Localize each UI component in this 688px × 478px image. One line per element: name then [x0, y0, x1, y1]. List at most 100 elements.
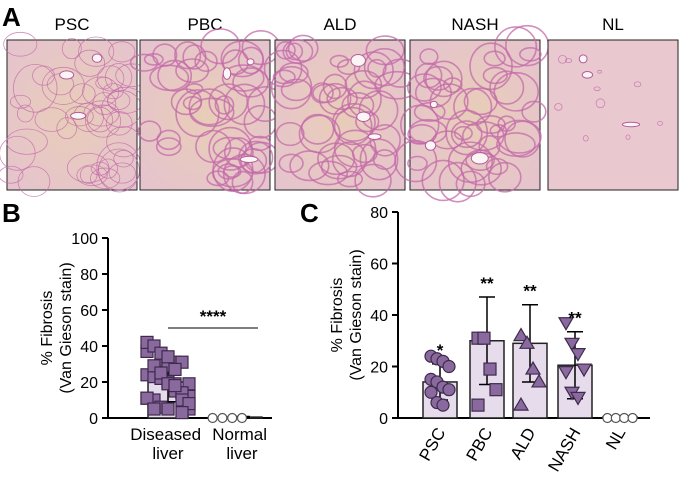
data-point [569, 348, 587, 362]
significance: ** [568, 309, 582, 328]
tissue-lobule [74, 49, 106, 77]
panel-label: A [2, 2, 21, 32]
tissue-lobule [322, 73, 348, 100]
y-tick-label: 20 [370, 360, 388, 377]
data-point [436, 398, 450, 412]
tissue-lobule [85, 104, 122, 138]
tissue-lobule [108, 41, 136, 63]
tissue-lobule [406, 73, 442, 102]
data-point [471, 398, 485, 412]
tissue-lobule [493, 71, 539, 112]
tissue-lobule [333, 106, 373, 146]
tissue-lobule [453, 87, 493, 126]
tissue-lobule [278, 153, 304, 174]
data-point [575, 363, 593, 378]
tissue-lobule [478, 134, 501, 158]
tissue-lobule [232, 67, 270, 98]
data-point [175, 406, 189, 420]
tissue-lobule [336, 58, 361, 75]
tissue-lobule [425, 60, 463, 98]
y-tick-label: 100 [71, 231, 98, 248]
tissue-lobule [129, 53, 159, 72]
tissue-lobule [194, 50, 218, 73]
tissue-lobule [597, 69, 603, 74]
tissue-lobule [157, 59, 193, 92]
data-point [627, 412, 638, 424]
y-tick-label: 80 [80, 267, 98, 284]
y-tick-label: 60 [80, 303, 98, 320]
y-tick-label: 60 [370, 257, 388, 274]
vessel [429, 100, 438, 109]
tissue-lobule [355, 110, 380, 133]
tissue-lobule [329, 54, 350, 68]
x-tick-label: ALD [506, 425, 539, 463]
tissue-lobule [353, 51, 394, 90]
tissue-lobule [625, 134, 631, 140]
tissue-lobule [108, 162, 136, 184]
data-point [477, 331, 491, 345]
tissue-lobule [450, 120, 483, 149]
tissue-lobule [170, 88, 203, 116]
tissue-lobule [155, 137, 182, 157]
tissue-lobule [113, 149, 134, 168]
tissue-lobule [593, 86, 601, 92]
tissue-lobule [432, 130, 463, 150]
vessel [424, 140, 437, 151]
y-tick-label: 40 [370, 308, 388, 325]
tissue-lobule [489, 70, 525, 105]
tissue-lobule [287, 34, 319, 62]
data-point [161, 350, 175, 364]
tissue-lobule [82, 76, 120, 107]
tissue-lobule [92, 92, 117, 116]
data-point [236, 412, 248, 424]
data-point [424, 385, 438, 399]
tissue-lobule [365, 35, 405, 66]
data-point [154, 366, 168, 380]
data-point [569, 391, 587, 406]
data-point [518, 335, 536, 349]
tissue-lobule [89, 167, 121, 189]
y-tick-label: 80 [370, 205, 388, 222]
tissue-lobule [102, 83, 124, 100]
tissue-lobule [223, 83, 266, 126]
tissue-lobule [13, 63, 58, 113]
tissue-lobule [175, 89, 220, 138]
tissue-lobule [354, 163, 392, 198]
tissue-lobule [217, 163, 240, 180]
data-point [140, 391, 154, 405]
y-axis-label: (Van Gieson stain) [58, 262, 75, 393]
tissue-lobule [554, 103, 563, 111]
tissue-lobule [331, 102, 376, 142]
tissue-lobule [521, 100, 547, 123]
tissue-lobule [429, 83, 469, 120]
significance: * [437, 341, 444, 360]
vessel [222, 67, 232, 80]
panel-label: C [300, 198, 319, 228]
tissue-lobule [76, 164, 108, 187]
data-point [602, 412, 613, 424]
tissue-lobule [463, 87, 498, 116]
tissue-lobule [421, 159, 465, 202]
data-point [619, 412, 630, 424]
data-point [217, 412, 228, 424]
tissue-lobule [231, 170, 254, 194]
panel-label: B [2, 198, 21, 228]
tissue-lobule [41, 66, 85, 105]
data-point [442, 383, 456, 397]
data-point [161, 402, 175, 416]
significance: ** [523, 282, 537, 301]
tissue-lobule [211, 158, 254, 188]
tissue-lobule [367, 58, 387, 78]
x-tick-label: NL [602, 425, 629, 453]
tissue-lobule [17, 166, 51, 197]
data-point [168, 379, 182, 393]
tissue-lobule [16, 104, 34, 123]
tissue-lobule [0, 165, 24, 184]
tissue-lobule [105, 111, 133, 136]
data-point [207, 412, 218, 424]
tissue-lobule [69, 83, 96, 105]
data-point [610, 412, 621, 424]
data-point [483, 362, 497, 376]
tissue-lobule [494, 26, 538, 68]
